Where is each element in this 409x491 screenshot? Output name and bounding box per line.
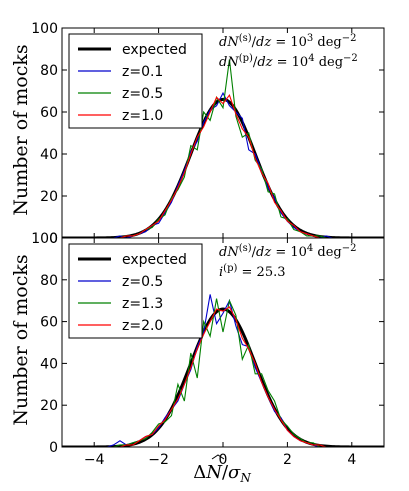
- top-panel-series-z-0-5: [68, 59, 378, 238]
- top-panel-y-tick-label: 80: [40, 63, 58, 79]
- bottom-panel-series-z-2-0: [68, 306, 378, 447]
- bottom-panel-series-z-1-3: [68, 298, 378, 447]
- top-panel-y-axis-label: Number of mocks: [10, 44, 32, 215]
- top-panel-annotation: dN(s)/dz = 103 deg−2: [219, 33, 357, 50]
- bottom-panel-x-tick-label: −4: [84, 452, 105, 468]
- bottom-panel-x-tick-label: −2: [148, 452, 169, 468]
- top-panel-legend-label: expected: [122, 42, 187, 58]
- bottom-panel-legend-label: z=2.0: [122, 318, 163, 334]
- top-panel-series-z-0-1: [68, 91, 378, 238]
- top-panel-y-tick-label: 100: [31, 21, 58, 37]
- bottom-panel-y-tick-label: 80: [40, 273, 58, 289]
- top-panel-plot-area: [62, 59, 384, 238]
- bottom-panel-x-tick-label: 2: [283, 452, 292, 468]
- top-panel-y-tick-label: 60: [40, 105, 58, 121]
- bottom-panel-series-z-0-5: [68, 294, 378, 447]
- top-panel-annotation: dN(p)/dz = 104 deg−2: [219, 53, 358, 70]
- bottom-panel-y-tick-label: 100: [31, 231, 58, 247]
- top-panel-legend-label: z=0.1: [122, 64, 163, 80]
- bottom-panel-legend-label: z=0.5: [122, 274, 163, 290]
- bottom-panel-y-axis-label: Number of mocks: [10, 254, 32, 425]
- bottom-panel-legend-label: z=1.3: [122, 296, 163, 312]
- top-panel: Number of mocks 0 20 40 60 80 100 expected z=0…: [10, 21, 385, 247]
- top-panel-y-tick-label: 20: [40, 189, 58, 205]
- top-panel-legend: expected z=0.1 z=0.5 z=1.0: [68, 33, 203, 129]
- bottom-panel-ticks: 0 20 40 60 80 100 −4 −2 0 2 4: [31, 231, 384, 468]
- top-panel-ticks: 0 20 40 60 80 100: [31, 21, 384, 247]
- bottom-panel: Number of mocks 0 20 40 60 80 100 −4 −2 0 2 4 expe…: [10, 231, 385, 468]
- top-panel-annotations: dN(s)/dz = 103 deg−2 dN(p)/dz = 104 deg−2: [219, 33, 358, 70]
- top-panel-y-tick-label: 0: [49, 231, 58, 247]
- top-panel-legend-label: z=1.0: [122, 108, 163, 124]
- bottom-panel-annotation: i(p) = 25.3: [219, 263, 286, 280]
- bottom-panel-y-tick-label: 40: [40, 356, 58, 372]
- bottom-panel-x-tick-label: 4: [347, 452, 356, 468]
- bottom-panel-y-tick-label: 60: [40, 315, 58, 331]
- x-axis-label: ΔN/σN: [193, 462, 251, 485]
- bottom-panel-y-tick-label: 0: [49, 440, 58, 456]
- top-panel-series-z-1-0: [68, 94, 378, 238]
- bottom-panel-frame: [61, 237, 385, 448]
- top-panel-y-tick-label: 40: [40, 147, 58, 163]
- top-panel-legend-label: z=0.5: [122, 86, 163, 102]
- bottom-panel-legend: expected z=0.5 z=1.3 z=2.0: [68, 243, 203, 339]
- bottom-panel-annotation: dN(s)/dz = 104 deg−2: [219, 243, 357, 260]
- x-axis-label-hat: [211, 454, 225, 460]
- bottom-panel-y-tick-label: 20: [40, 398, 58, 414]
- bottom-panel-annotations: dN(s)/dz = 104 deg−2 i(p) = 25.3: [219, 243, 357, 280]
- bottom-panel-plot-area: [62, 294, 384, 447]
- bottom-panel-x-tick-label: 0: [219, 452, 228, 468]
- bottom-panel-legend-label: expected: [122, 252, 187, 268]
